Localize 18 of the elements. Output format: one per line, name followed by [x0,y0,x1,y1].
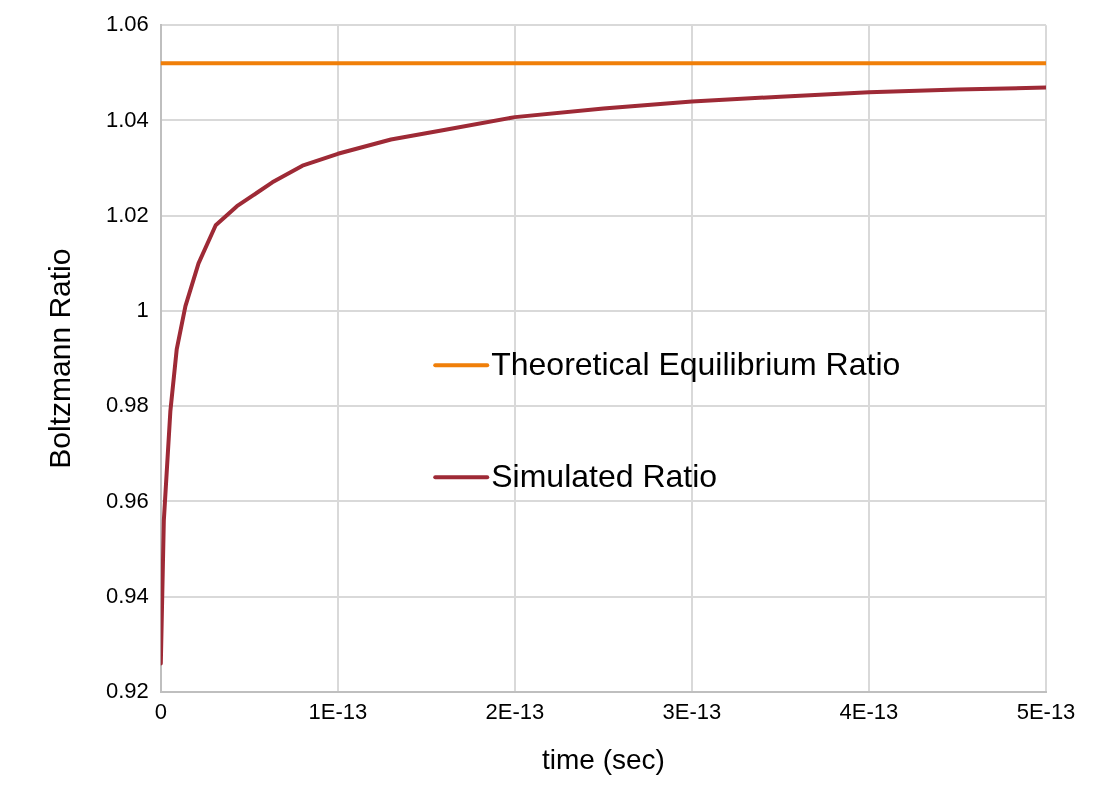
legend-label: Theoretical Equilibrium Ratio [491,346,901,383]
x-tick-label: 1E-13 [308,699,368,725]
y-tick-label: 0.98 [105,392,149,418]
y-tick-label: 1.06 [105,11,149,37]
y-tick-label: 1.04 [105,106,149,132]
x-tick-label: 2E-13 [485,699,545,725]
x-tick-label: 5E-13 [1016,699,1076,725]
y-axis-title: Boltzmann Ratio [43,248,77,469]
y-tick-label: 0.94 [105,582,149,608]
x-tick-label: 3E-13 [662,699,722,725]
y-tick-label: 0.92 [105,678,149,704]
x-tick-label: 4E-13 [839,699,899,725]
legend-label: Simulated Ratio [491,458,718,495]
y-tick-label: 0.96 [105,487,149,513]
x-tick-label: 0 [154,699,167,725]
x-axis-title: time (sec) [541,743,665,775]
y-tick-label: 1.02 [105,201,149,227]
y-tick-label: 1 [136,297,149,323]
